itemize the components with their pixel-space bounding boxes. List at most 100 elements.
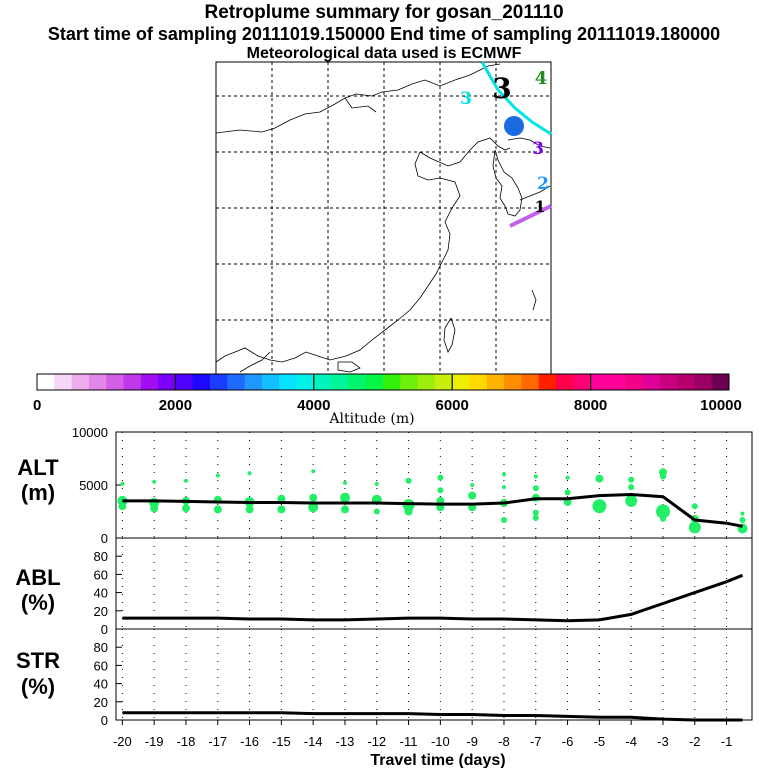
altitude-point [592, 499, 607, 514]
series-line [122, 573, 744, 623]
altitude-point [184, 478, 188, 483]
altitude-point [688, 521, 701, 534]
travel-time-axis: -20 -19 -18 -17 -16 -15 -14 -13 -12 -11 -10 -9 -8 -7 -… [113, 720, 732, 749]
altitude-point [502, 485, 506, 490]
colorbar-swatch [296, 374, 315, 390]
altitude-point [373, 508, 380, 515]
colorbar-label: Altitude (m) [328, 411, 414, 427]
colorbar-swatch [573, 374, 591, 390]
y-tick-label: 60 [94, 658, 108, 673]
y-tick-label: 20 [94, 604, 108, 619]
x-tick-label: -5 [594, 734, 606, 749]
y-tick-label: 20 [94, 695, 108, 710]
x-axis-label: Travel time (days) [370, 752, 505, 768]
altitude-point [739, 517, 746, 523]
altitude-point [468, 491, 477, 500]
altitude-point [532, 509, 539, 516]
altitude-point [532, 514, 539, 521]
y-tick-label: 0 [101, 531, 108, 546]
altitude-point [120, 481, 125, 486]
altitude-point [502, 472, 506, 477]
y-axis-unit: (%) [21, 674, 55, 699]
colorbar-swatch [642, 374, 661, 390]
map-marker-label: 3 [508, 117, 519, 136]
x-tick-label: -13 [336, 734, 355, 749]
altitude-point [311, 469, 316, 474]
altitude-point [625, 494, 638, 507]
map-marker-label: 4 [535, 68, 548, 89]
altitude-point [277, 505, 286, 514]
altitude-point [340, 492, 350, 503]
trajectory-violet [509, 204, 552, 228]
colorbar-frame [36, 373, 730, 391]
colorbar-tick-label: 8000 [574, 397, 607, 414]
altitude-point [470, 483, 475, 487]
colorbar-swatch [400, 374, 418, 390]
x-tick-label: -6 [562, 734, 574, 749]
colorbar-swatch [123, 374, 142, 390]
x-tick-label: -4 [625, 734, 637, 749]
trajectory-cyan [480, 61, 552, 136]
series-line [122, 492, 743, 528]
series-line [122, 711, 743, 722]
colorbar-swatch [313, 374, 332, 390]
altitude-point [245, 505, 254, 514]
map-marker-label: 1 [534, 197, 545, 216]
colorbar-swatch [590, 374, 609, 390]
y-tick-label: 0 [101, 713, 108, 728]
altitude-point [533, 474, 538, 479]
y-axis-label: STR [16, 648, 60, 673]
altitude-point [405, 477, 412, 484]
time-series-panels: 1000050000ALT(m)806040200ABL(%)806040200… [15, 425, 753, 728]
colorbar-swatch [538, 374, 557, 390]
map-marker-label: 2 [537, 174, 549, 194]
colorbar-swatch [175, 374, 194, 390]
x-tick-label: -7 [530, 734, 542, 749]
altitude-point [691, 503, 698, 510]
y-tick-label: 10000 [72, 425, 108, 440]
altitude-point [628, 484, 635, 491]
map-graticule [216, 62, 551, 374]
colorbar-swatch [486, 374, 505, 390]
colorbar-swatch [227, 374, 245, 390]
colorbar-swatch [106, 374, 124, 390]
altitude-point [437, 487, 444, 494]
altitude-point [374, 481, 379, 486]
altitude-point [501, 517, 507, 523]
altitude-point [215, 473, 220, 478]
x-tick-label: -1 [721, 734, 733, 749]
x-tick-label: -9 [466, 734, 478, 749]
y-tick-label: 60 [94, 567, 108, 582]
map-marker-label: 3 [532, 139, 544, 159]
y-tick-label: 80 [94, 549, 108, 564]
altitude-point [247, 471, 252, 476]
y-tick-label: 40 [94, 586, 108, 601]
altitude-point [343, 480, 347, 485]
colorbar-tick-label: 0 [33, 397, 41, 414]
colorbar-swatch [244, 374, 263, 390]
colorbar-swatch [192, 374, 211, 390]
altitude-point [152, 479, 157, 484]
colorbar-swatch [88, 374, 107, 390]
x-tick-label: -14 [304, 734, 323, 749]
y-axis-unit: (m) [21, 480, 55, 505]
colorbar-swatch [711, 374, 730, 390]
altitude-colorbar [36, 373, 730, 391]
y-axis-label: ALT [17, 455, 59, 480]
altitude-point [660, 473, 666, 480]
x-tick-label: -12 [367, 734, 386, 749]
altitude-point [341, 505, 349, 514]
y-tick-label: 0 [101, 622, 108, 637]
y-axis-label: ABL [15, 565, 60, 590]
meteo-source: Meteorological data used is ECMWF [246, 45, 522, 62]
altitude-point [118, 502, 127, 511]
sampling-times: Start time of sampling 20111019.150000 E… [47, 24, 721, 44]
altitude-point [740, 511, 745, 516]
altitude-point [437, 474, 444, 481]
y-tick-label: 80 [94, 640, 108, 655]
x-tick-label: -17 [208, 734, 227, 749]
altitude-point [308, 502, 319, 513]
x-tick-label: -16 [240, 734, 259, 749]
